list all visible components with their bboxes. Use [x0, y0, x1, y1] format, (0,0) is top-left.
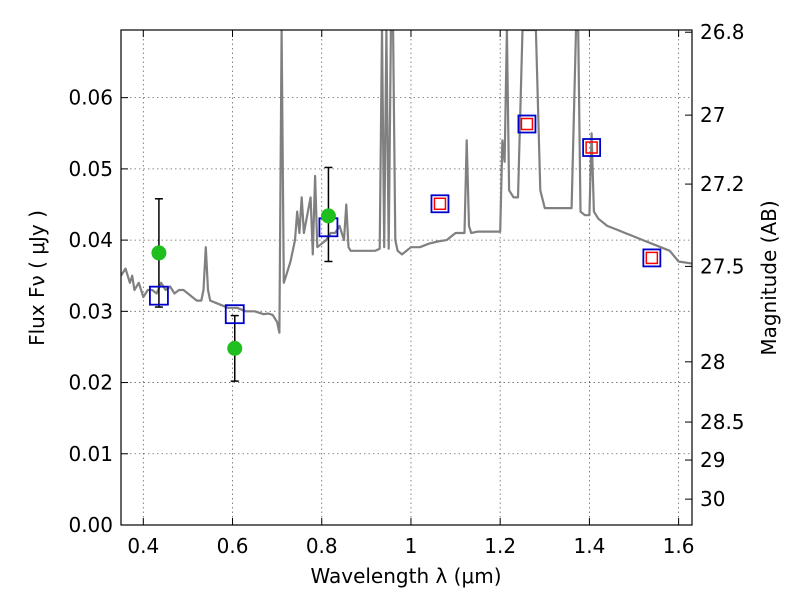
observed-point — [320, 208, 336, 224]
y-tick-label: 0.04 — [68, 228, 113, 252]
y-tick-label: 0.01 — [68, 442, 113, 466]
model-square-blue — [149, 285, 169, 306]
y2-tick-label: 30 — [700, 487, 725, 511]
observed-point — [227, 340, 243, 356]
x-tick-label: 1 — [405, 534, 418, 558]
model-square-blue — [582, 138, 602, 157]
x-tick-label: 1.2 — [484, 534, 516, 558]
plot-frame — [120, 29, 693, 526]
x-tick-label: 0.8 — [306, 534, 338, 558]
y2-tick-label: 28.5 — [700, 410, 745, 434]
model-square-blue — [430, 194, 450, 214]
model-square-blue — [642, 248, 662, 268]
model-square-red — [645, 251, 659, 265]
model-square-blue — [517, 114, 537, 134]
y-tick-label: 0.05 — [68, 157, 113, 181]
x-axis-label: Wavelength λ (μm) — [310, 564, 501, 588]
model-square-red — [520, 117, 534, 131]
y-tick-label: 0.03 — [68, 299, 113, 323]
y2-tick-label: 26.8 — [700, 20, 745, 44]
y-tick-label: 0.02 — [68, 371, 113, 395]
model-square-red — [585, 141, 598, 154]
grid-layer — [121, 30, 692, 526]
y-axis-label: Flux Fν ( μJy ) — [25, 210, 49, 346]
x-tick-label: 0.4 — [127, 534, 159, 558]
observed-point — [151, 245, 167, 261]
x-tick-label: 1.6 — [663, 534, 695, 558]
y2-tick-label: 27 — [700, 103, 725, 127]
y-tick-label: 0.06 — [68, 86, 113, 110]
x-tick-label: 0.6 — [217, 534, 249, 558]
y2-axis-label: Magnitude (AB) — [757, 200, 781, 355]
y2-tick-label: 27.5 — [700, 254, 745, 278]
spectrum-line — [121, 30, 692, 334]
tick-layer: 0.4 0.6 0.8 1 1.2 1.4 1.6 0.00 0.01 0.02 0.03 0.04 0… — [68, 20, 744, 558]
y2-tick-label: 29 — [700, 448, 725, 472]
x-tick-label: 1.4 — [573, 534, 605, 558]
series-layer — [121, 30, 692, 382]
y2-tick-label: 27.2 — [700, 172, 745, 196]
model-square-blue — [224, 304, 245, 325]
y2-tick-label: 28 — [700, 350, 725, 374]
y-tick-label: 0.00 — [68, 513, 113, 537]
model-square-red — [433, 197, 447, 211]
